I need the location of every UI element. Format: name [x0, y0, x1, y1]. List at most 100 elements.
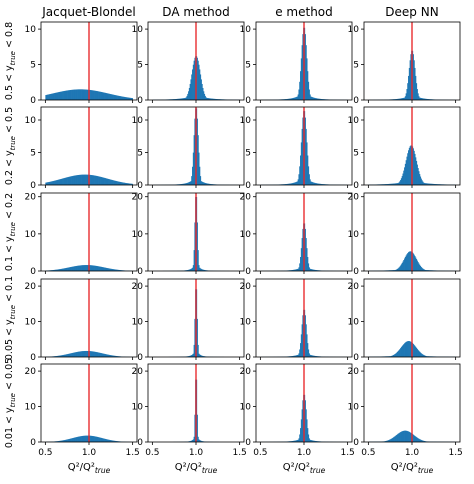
- hist-bar: [201, 355, 203, 357]
- hist-bar: [100, 266, 102, 271]
- hist-bar: [315, 441, 318, 442]
- hist-bar: [65, 354, 67, 357]
- hist-bar: [417, 438, 419, 442]
- hist-bar: [397, 351, 399, 357]
- hist-bar: [396, 98, 399, 100]
- hist-bar: [83, 435, 85, 442]
- hist-bar: [108, 439, 110, 442]
- hist-bar: [66, 439, 68, 442]
- hist-bar: [106, 439, 108, 442]
- hist-bar: [306, 419, 308, 442]
- hist-bar: [46, 94, 49, 100]
- hist-bar: [53, 269, 55, 271]
- hist-bar: [102, 177, 104, 185]
- hist-bar: [76, 437, 78, 442]
- hist-bar: [307, 263, 310, 271]
- hist-bar: [192, 440, 194, 442]
- hist-bar: [50, 93, 53, 100]
- hist-bar: [115, 355, 117, 357]
- hist-bar: [392, 355, 394, 357]
- hist-bar: [103, 353, 105, 357]
- hist-bar: [193, 250, 195, 271]
- hist-bar: [82, 265, 84, 271]
- hist-bar: [291, 98, 293, 100]
- hist-bar: [189, 355, 191, 357]
- hist-bar: [199, 176, 202, 185]
- hist-bar: [69, 176, 71, 185]
- y-tick-label: 20: [132, 193, 144, 203]
- hist-bar: [404, 430, 406, 442]
- y-tick-label: 10: [240, 230, 252, 240]
- hist-bar: [83, 174, 85, 185]
- hist-bar: [289, 98, 291, 100]
- hist-bar: [73, 266, 76, 271]
- hist-bar: [419, 265, 422, 271]
- hist-bar: [293, 97, 295, 100]
- hist-bar: [76, 265, 78, 271]
- x-tick-label: 1.5: [448, 448, 462, 458]
- column-title-nn: Deep NN: [385, 5, 438, 19]
- hist-bar: [216, 99, 218, 100]
- hist-bar: [62, 178, 64, 185]
- hist-bar: [65, 90, 67, 100]
- hist-bar: [404, 97, 406, 100]
- y-tick-label: 0: [353, 267, 359, 277]
- hist-bar: [121, 96, 123, 100]
- hist-bar: [84, 351, 86, 357]
- hist-bar: [292, 97, 295, 100]
- hist-bar: [201, 269, 203, 271]
- hist-bar: [98, 437, 100, 442]
- hist-bar: [78, 351, 80, 357]
- hist-bar: [180, 98, 183, 100]
- hist-bar: [57, 92, 59, 100]
- hist-bar: [404, 342, 406, 357]
- hist-bar: [85, 350, 87, 357]
- hist-bar: [84, 265, 86, 271]
- hist-bar: [74, 266, 76, 271]
- hist-bar: [83, 89, 85, 100]
- hist-bar: [300, 343, 302, 357]
- hist-bar: [93, 351, 95, 357]
- hist-bar: [89, 435, 91, 442]
- hist-bar: [389, 439, 391, 442]
- y-tick-label: 10: [348, 116, 360, 126]
- hist-bar: [63, 440, 65, 442]
- hist-bar: [100, 437, 102, 442]
- hist-bar: [197, 60, 199, 100]
- hist-bar: [47, 182, 49, 185]
- y-tick-label: 20: [240, 193, 252, 203]
- hist-bar: [85, 350, 87, 357]
- x-axis-label: Q²/Q²true: [391, 462, 434, 475]
- hist-bar: [188, 269, 190, 271]
- hist-bar: [81, 435, 83, 442]
- y-tick-label: 20: [240, 282, 252, 292]
- hist-bar: [409, 341, 411, 357]
- hist-bar: [84, 435, 86, 442]
- hist-bar: [312, 269, 314, 271]
- hist-bar: [100, 352, 102, 357]
- hist-bar: [193, 344, 195, 357]
- hist-bar: [422, 268, 424, 271]
- hist-bar: [110, 268, 112, 271]
- hist-bar: [59, 440, 61, 442]
- hist-bar: [295, 440, 297, 442]
- hist-bar: [75, 266, 77, 271]
- hist-bar: [294, 182, 296, 185]
- hist-bar: [308, 267, 310, 271]
- y-tick-label: 10: [240, 116, 252, 126]
- hist-bar: [49, 181, 51, 185]
- hist-bar: [94, 175, 96, 185]
- hist-bar: [298, 89, 300, 100]
- hist-bar: [92, 90, 95, 100]
- hist-bar: [292, 356, 294, 357]
- hist-bar: [390, 438, 392, 442]
- hist-bar: [318, 98, 320, 100]
- hist-bar: [407, 153, 409, 185]
- hist-bar: [75, 89, 77, 100]
- hist-bar: [116, 269, 118, 271]
- y-tick-label: 10: [348, 25, 360, 35]
- hist-bar: [412, 54, 414, 100]
- hist-bar: [404, 258, 406, 271]
- hist-bar: [97, 352, 99, 357]
- hist-bar: [67, 267, 69, 271]
